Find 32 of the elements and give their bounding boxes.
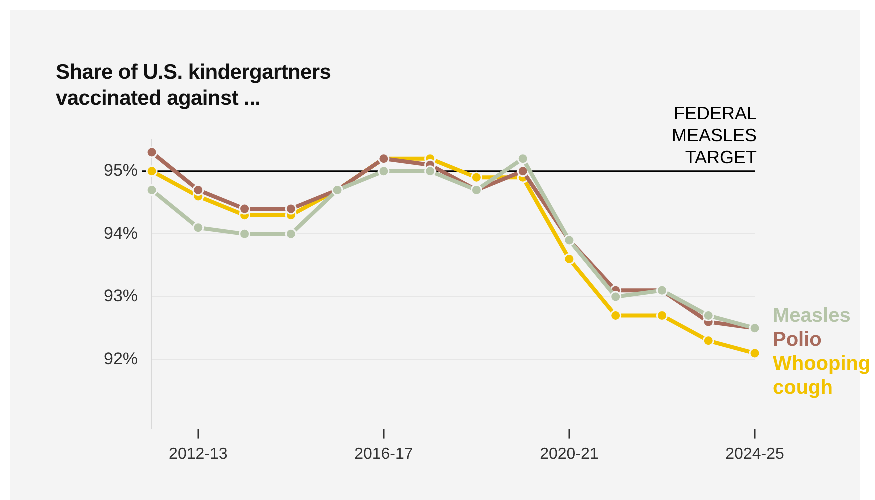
y-tick-label: 93% xyxy=(104,286,138,306)
point xyxy=(749,348,761,360)
point xyxy=(285,203,297,215)
point xyxy=(285,228,297,240)
point xyxy=(146,166,158,178)
point xyxy=(146,146,158,158)
point xyxy=(239,203,251,215)
y-tick-label: 95% xyxy=(104,161,138,180)
point xyxy=(610,291,622,303)
point xyxy=(239,228,251,240)
x-tick-label: 2024-25 xyxy=(726,446,784,463)
point xyxy=(192,222,204,234)
series-label: Whooping cough xyxy=(773,352,871,399)
series-label: Measles xyxy=(773,304,851,327)
point xyxy=(146,184,158,196)
point xyxy=(192,184,204,196)
point xyxy=(564,254,576,266)
y-tick-label: 94% xyxy=(104,224,138,243)
point xyxy=(702,335,714,347)
x-tick-label: 2012-13 xyxy=(169,446,228,463)
point xyxy=(702,310,714,322)
point xyxy=(517,153,529,165)
point xyxy=(470,172,482,184)
chart-title: Share of U.S. kindergartners vaccinated against ... xyxy=(56,60,332,112)
y-tick-label: 92% xyxy=(104,349,138,368)
ref-line-label: FEDERAL MEASLES TARGET xyxy=(672,103,757,168)
series-label: Polio xyxy=(773,328,822,351)
point xyxy=(378,166,390,178)
x-tick-label: 2020-21 xyxy=(540,446,599,463)
point xyxy=(517,166,529,178)
x-tick-label: 2016-17 xyxy=(354,446,414,463)
point xyxy=(424,166,436,178)
